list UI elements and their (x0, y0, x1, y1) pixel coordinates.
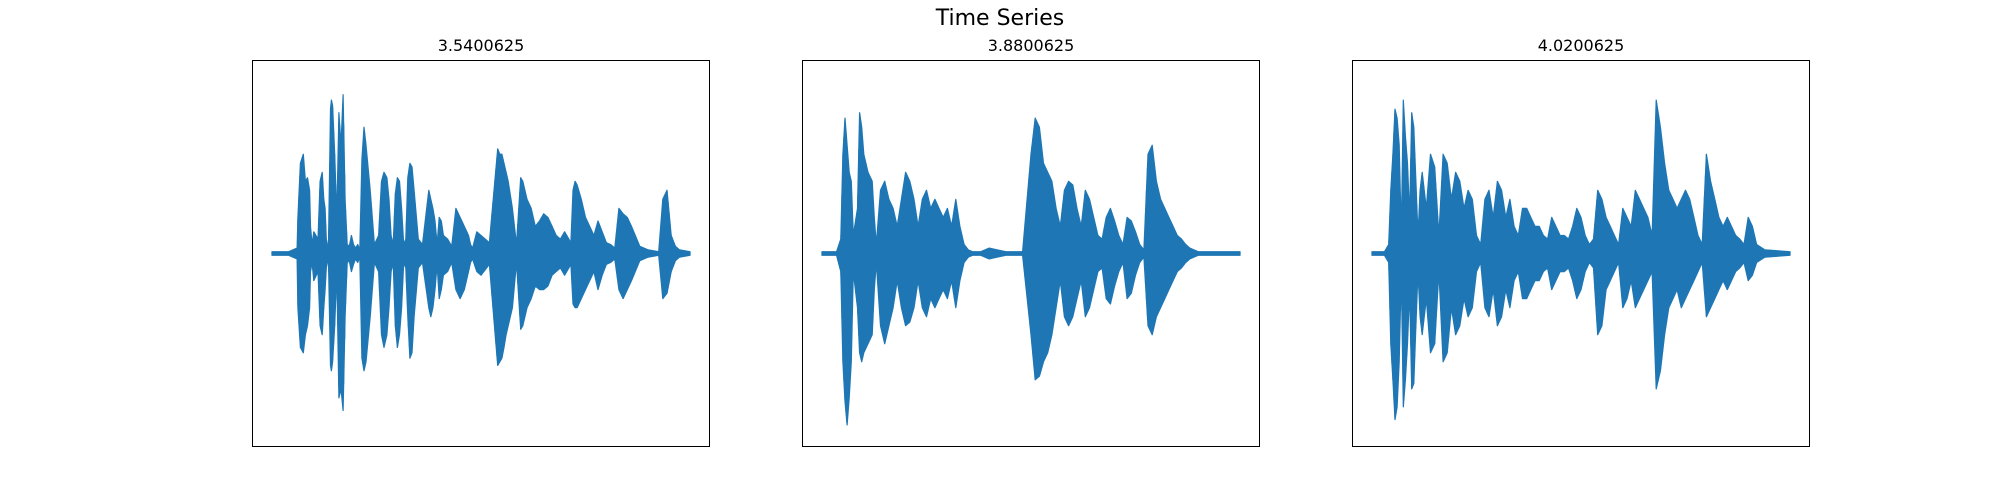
subplot-2-title: 3.8800625 (987, 36, 1075, 55)
subplot-3: 4.0200625 (1352, 36, 1810, 449)
waveform-trace (271, 101, 691, 407)
subplot-3-axes (1352, 60, 1810, 447)
waveform-trace (821, 114, 1241, 423)
waveform-plot-2 (821, 112, 1241, 426)
waveform-plot-3 (1371, 99, 1791, 421)
subplot-1: 3.5400625 (252, 36, 710, 449)
figure-title: Time Series (935, 6, 1065, 31)
subplot-3-title: 4.0200625 (1537, 36, 1625, 55)
subplot-1-axes (252, 60, 710, 447)
subplot-1-title: 3.5400625 (437, 36, 525, 55)
waveform-plot-1 (271, 94, 691, 412)
subplot-2-axes (802, 60, 1260, 447)
waveform-trace (1371, 102, 1791, 418)
subplot-2: 3.8800625 (802, 36, 1260, 449)
